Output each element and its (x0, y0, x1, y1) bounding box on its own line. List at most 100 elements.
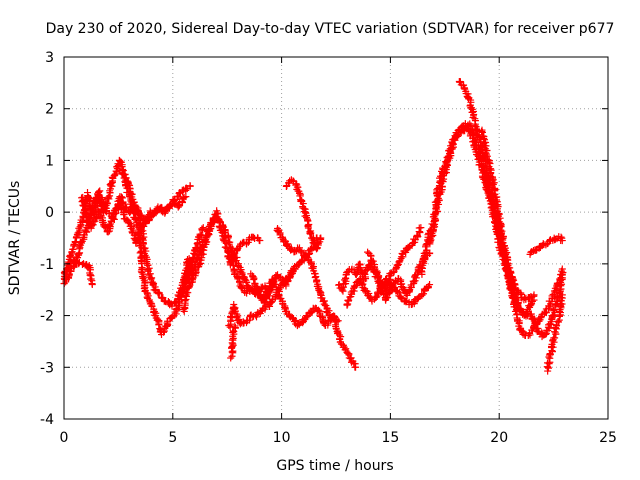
y-tick-label: 3 (45, 50, 54, 66)
data-point-marker (152, 209, 160, 217)
y-axis-title: SDTVAR / TECUs (7, 181, 23, 296)
data-point-marker (213, 209, 221, 217)
data-point-marker (545, 360, 553, 368)
data-point-marker (237, 268, 245, 276)
y-tick-label: -1 (40, 257, 54, 273)
data-point-marker (352, 363, 360, 371)
series-s17 (417, 120, 566, 340)
data-point-marker (260, 299, 268, 307)
data-point-marker (352, 271, 360, 279)
data-point-marker (155, 321, 163, 329)
plot-frame (63, 56, 609, 420)
series-s21 (526, 233, 566, 258)
data-point-marker (456, 78, 464, 86)
data-point-marker (231, 322, 239, 330)
data-point-marker (313, 245, 321, 253)
data-point-marker (537, 314, 545, 322)
data-point-marker (336, 335, 344, 343)
data-point-marker (280, 279, 288, 287)
x-tick-label: 0 (60, 430, 69, 446)
data-point-marker (418, 291, 426, 299)
data-point-marker (323, 309, 331, 317)
data-point-marker (542, 330, 550, 338)
data-point-marker (375, 288, 383, 296)
data-point-marker (89, 221, 97, 229)
data-point-marker (383, 294, 391, 302)
data-point-marker (246, 316, 254, 324)
series-s16 (364, 224, 425, 295)
data-point-marker (285, 312, 293, 320)
data-point-marker (314, 306, 322, 314)
data-point-marker (122, 174, 130, 182)
data-point-marker (372, 293, 380, 301)
data-point-marker (510, 280, 518, 288)
data-point-marker (489, 181, 497, 189)
series-s5 (116, 166, 207, 310)
data-point-marker (434, 194, 442, 202)
data-point-marker (430, 221, 438, 229)
data-point-marker (545, 324, 553, 332)
data-point-marker (558, 237, 566, 245)
data-point-marker (417, 224, 425, 232)
data-point-marker (256, 237, 264, 245)
data-point-marker (268, 275, 276, 283)
data-point-marker (467, 104, 475, 112)
y-tick-label: 1 (45, 153, 54, 169)
data-point-marker (428, 229, 436, 237)
data-point-marker (505, 264, 513, 272)
data-point-marker (141, 244, 149, 252)
y-tick-label: -4 (40, 412, 54, 428)
series-s4 (78, 193, 190, 236)
data-point-marker (221, 243, 229, 251)
data-point-marker (454, 132, 462, 140)
data-point-marker (522, 309, 530, 317)
series-s12 (273, 225, 342, 325)
data-point-marker (441, 167, 449, 175)
data-point-marker (507, 269, 515, 277)
data-point-marker (281, 303, 289, 311)
data-point-marker (559, 269, 567, 277)
data-point-marker (161, 209, 169, 217)
series-s8 (226, 233, 264, 269)
x-tick-label: 15 (381, 430, 399, 446)
data-point-marker (91, 215, 99, 223)
data-point-marker (364, 248, 372, 256)
data-point-marker (109, 214, 117, 222)
data-point-marker (206, 226, 214, 234)
data-point-marker (172, 298, 180, 306)
data-point-marker (229, 328, 237, 336)
data-point-marker (69, 245, 77, 253)
data-point-marker (82, 227, 90, 235)
data-point-marker (502, 250, 510, 258)
data-point-marker (548, 348, 556, 356)
data-point-marker (262, 291, 270, 299)
data-point-marker (306, 230, 314, 238)
data-point-marker (87, 275, 95, 283)
data-point-marker (312, 273, 320, 281)
data-point-marker (143, 260, 151, 268)
y-tick-label: 0 (45, 205, 54, 221)
data-point-marker (182, 193, 190, 201)
data-point-marker (492, 216, 500, 224)
data-point-marker (291, 265, 299, 273)
data-point-marker (119, 199, 127, 207)
data-point-marker (307, 309, 315, 317)
data-point-marker (369, 257, 377, 265)
data-point-marker (168, 313, 176, 321)
data-point-marker (410, 278, 418, 286)
data-point-marker (558, 265, 566, 273)
data-point-marker (104, 193, 112, 201)
data-point-marker (120, 211, 128, 219)
data-point-marker (100, 199, 108, 207)
data-point-marker (530, 291, 538, 299)
data-point-marker (320, 300, 328, 308)
data-point-marker (186, 182, 194, 190)
data-point-marker (518, 327, 526, 335)
data-point-marker (296, 192, 304, 200)
data-point-marker (121, 171, 129, 179)
series-s10 (227, 322, 239, 362)
data-point-marker (558, 291, 566, 299)
data-point-marker (125, 181, 133, 189)
data-point-marker (275, 228, 283, 236)
data-point-marker (117, 193, 125, 201)
